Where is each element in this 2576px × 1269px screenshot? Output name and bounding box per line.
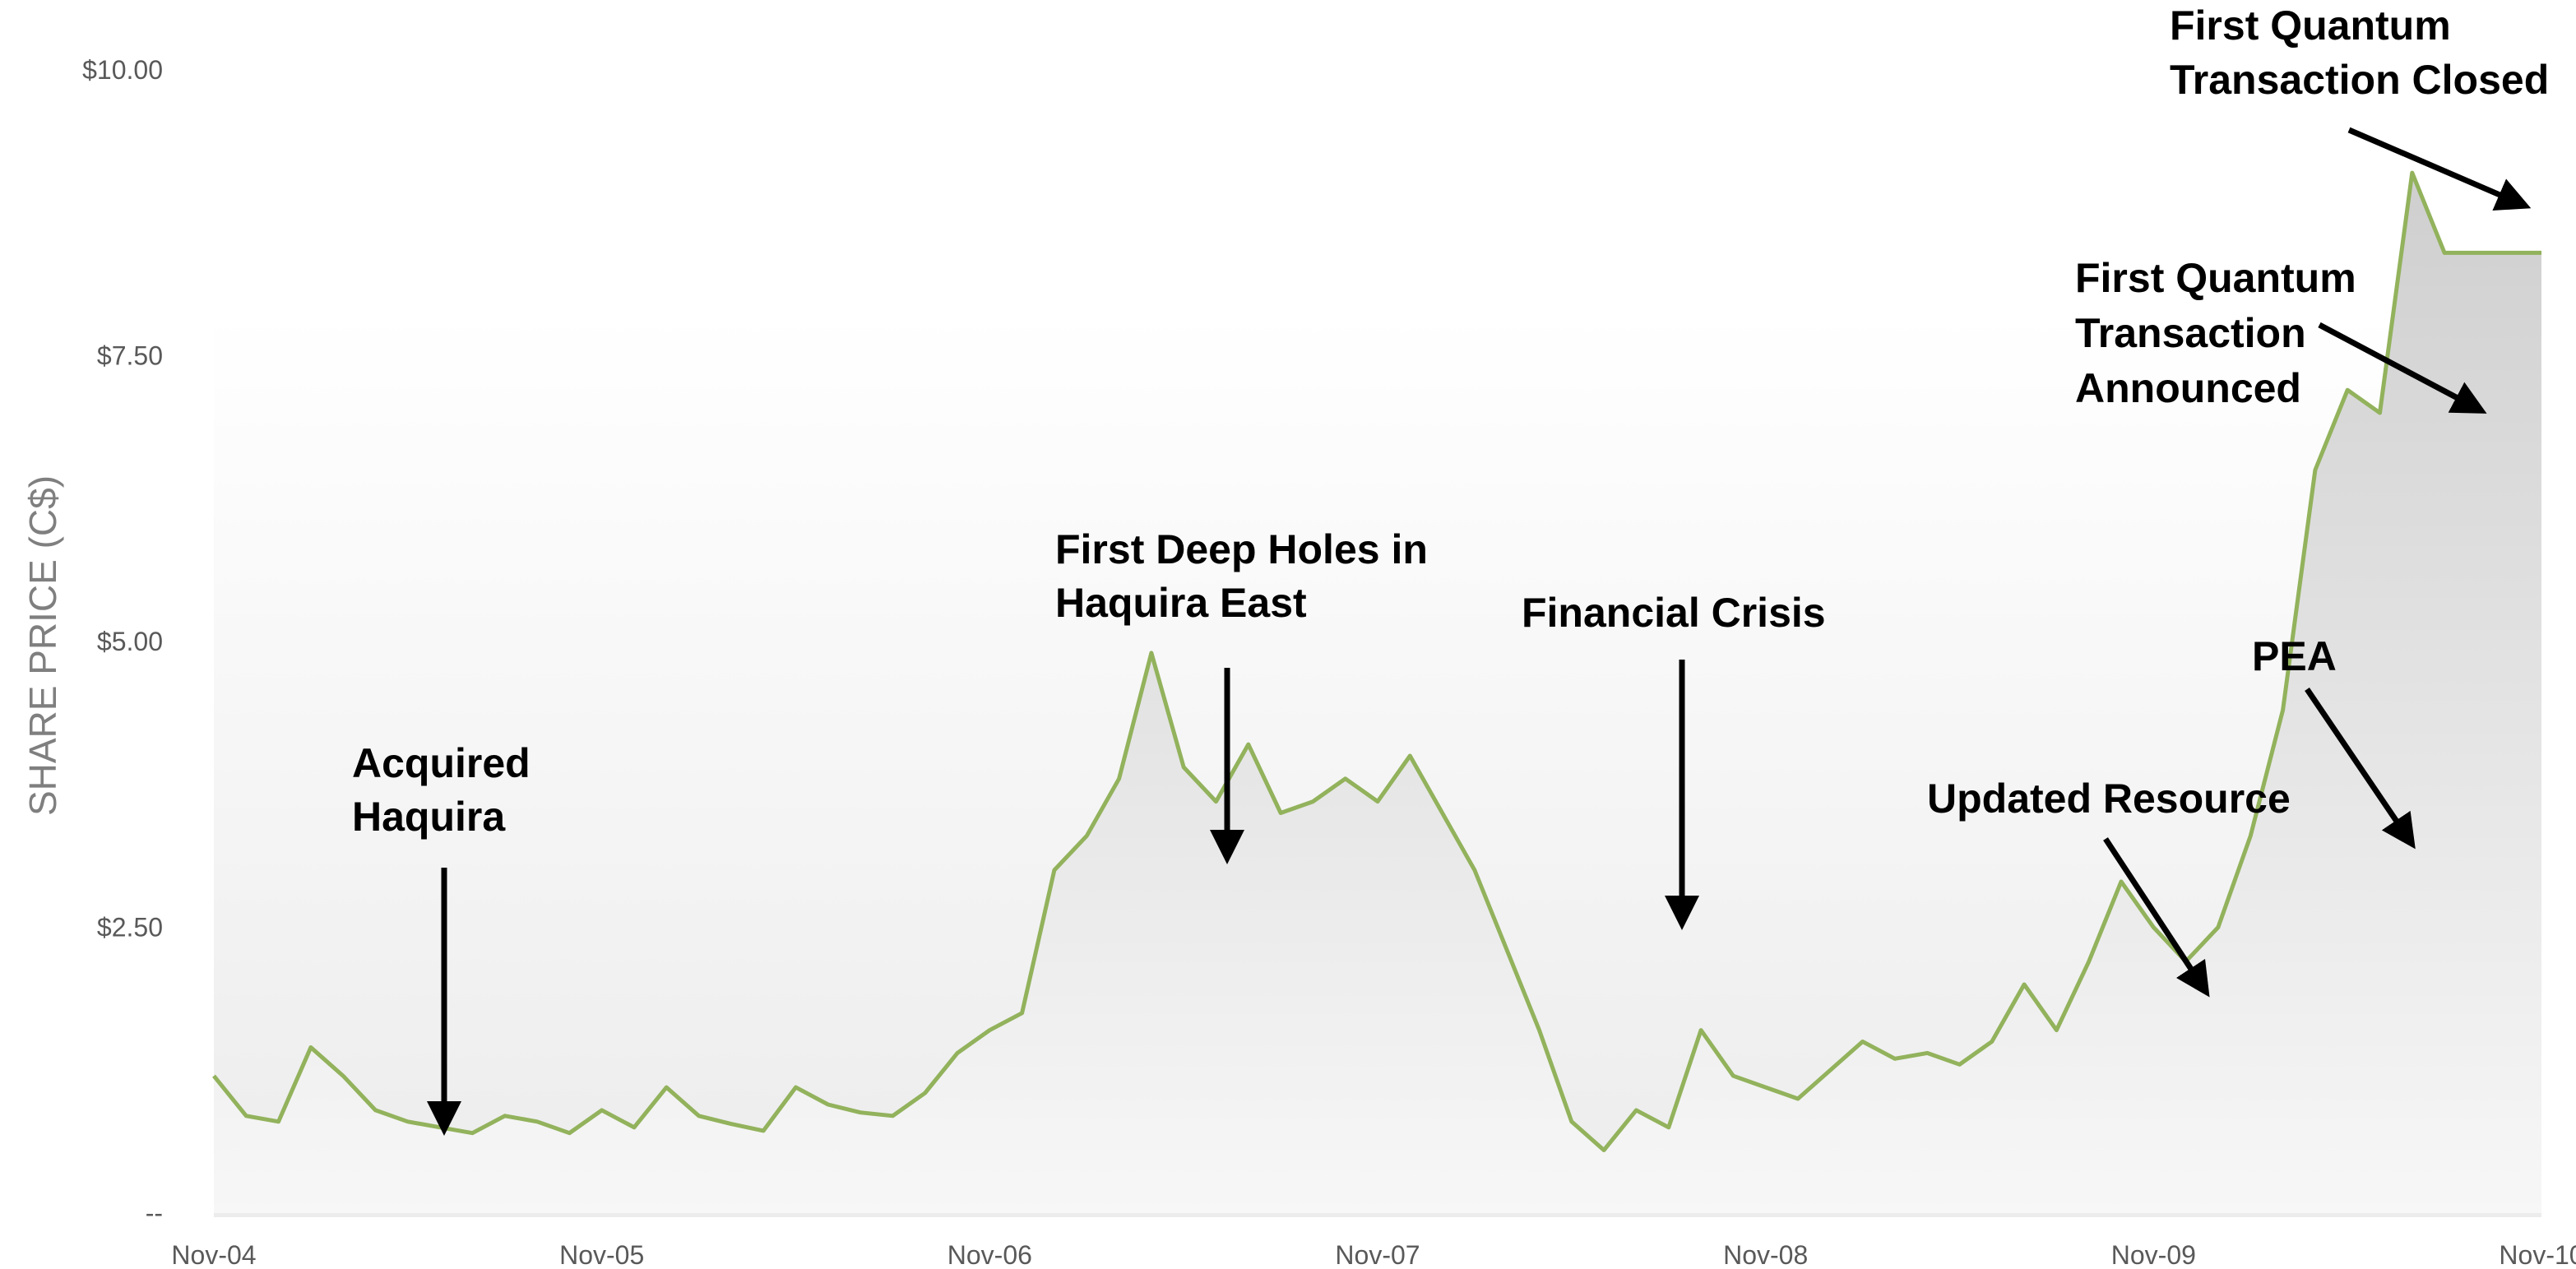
y-tick-label: $2.50 xyxy=(97,913,163,942)
annotation-text: PEA xyxy=(2252,633,2337,679)
x-tick-label: Nov-06 xyxy=(947,1240,1032,1269)
annotation-arrow xyxy=(2103,837,2210,998)
annotation-fq-closed: First Quantum Transaction Closed xyxy=(2170,2,2549,211)
annotation-arrow xyxy=(2305,688,2416,850)
annotation-acquired-haquira: Acquired Haquira xyxy=(352,740,530,1136)
annotation-arrow xyxy=(2347,127,2532,211)
event-annotations: Acquired Haquira First Deep Holes in Haq… xyxy=(352,2,2549,1136)
annotation-financial-crisis: Financial Crisis xyxy=(1522,590,1826,930)
y-axis-label: SHARE PRICE (C$) xyxy=(21,475,64,816)
x-tick-label: Nov-05 xyxy=(559,1240,644,1269)
price-series-line xyxy=(212,170,2541,1152)
annotation-text: First Quantum xyxy=(2170,2,2451,49)
x-tick-labels: Nov-04 Nov-05 Nov-06 Nov-07 Nov-08 Nov-09 Nov-… xyxy=(171,1240,2576,1269)
annotation-text: Haquira xyxy=(352,794,506,840)
y-tick-label: $7.50 xyxy=(97,341,163,371)
x-tick-label: Nov-09 xyxy=(2111,1240,2196,1269)
annotation-text: Haquira East xyxy=(1055,580,1307,626)
y-tick-label: -- xyxy=(146,1198,163,1228)
annotation-arrow xyxy=(2318,322,2487,414)
annotation-text: Acquired xyxy=(352,740,530,786)
annotation-text: First Quantum xyxy=(2075,255,2356,301)
annotation-updated-resource: Updated Resource xyxy=(1927,776,2291,998)
y-tick-label: $5.00 xyxy=(97,627,163,656)
y-tick-labels: -- $2.50 $5.00 $7.50 $10.00 xyxy=(82,55,163,1228)
annotation-first-deep-holes: First Deep Holes in Haquira East xyxy=(1055,526,1428,864)
x-tick-label: Nov-07 xyxy=(1335,1240,1420,1269)
y-tick-label: $10.00 xyxy=(82,55,163,85)
x-tick-label: Nov-10 xyxy=(2499,1240,2576,1269)
annotation-text: Updated Resource xyxy=(1927,776,2291,822)
x-tick-label: Nov-04 xyxy=(171,1240,256,1269)
annotation-fq-announced: First Quantum Transaction Announced xyxy=(2075,255,2487,414)
x-tick-label: Nov-08 xyxy=(1723,1240,1808,1269)
annotation-text: Announced xyxy=(2075,365,2301,411)
price-area-fill xyxy=(214,173,2541,1214)
annotation-pea: PEA xyxy=(2252,633,2416,850)
annotation-text: Financial Crisis xyxy=(1522,590,1826,636)
annotation-text: First Deep Holes in xyxy=(1055,526,1428,572)
annotation-text: Transaction xyxy=(2075,310,2306,356)
annotation-text: Transaction Closed xyxy=(2170,57,2549,103)
